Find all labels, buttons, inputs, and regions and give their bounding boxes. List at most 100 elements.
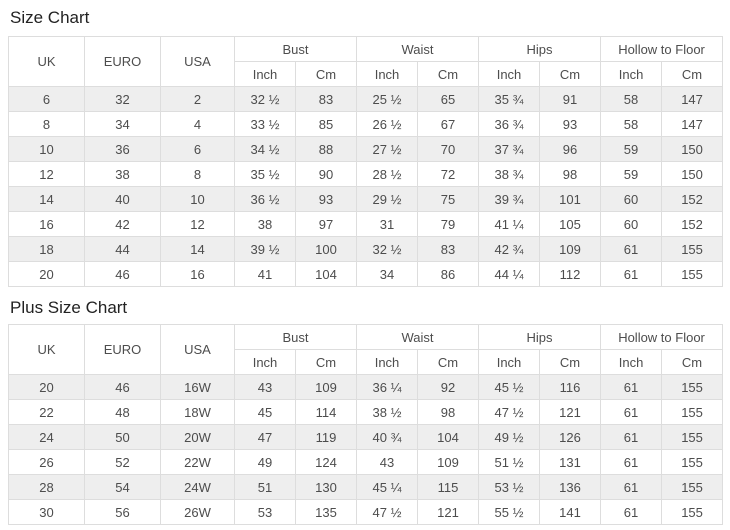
- column-header-usa: USA: [160, 324, 235, 375]
- column-group-hollow-to-floor: Hollow to Floor: [600, 324, 724, 350]
- table-cell: 16W: [160, 374, 235, 400]
- table-cell: 60: [600, 186, 663, 212]
- table-cell: 22: [8, 399, 85, 425]
- table-row: 20 46 16 41 104 34 86 44 ¼ 112 61 155: [8, 261, 724, 287]
- table-row: 20 46 16W 43 109 36 ¼ 92 45 ½ 116 61 155: [8, 374, 724, 400]
- table-cell: 26: [8, 449, 85, 475]
- table-cell: 14: [160, 236, 235, 262]
- size-chart-body: 6 32 2 32 ½ 83 25 ½ 65 35 ¾ 91 58 147 8 34 4 33 ½ 85 26 …: [8, 86, 724, 287]
- table-cell: 53: [234, 499, 296, 525]
- subcolumn-hips-inch: Inch: [478, 349, 541, 375]
- table-cell: 53 ½: [478, 474, 541, 500]
- table-cell: 26W: [160, 499, 235, 525]
- table-cell: 22W: [160, 449, 235, 475]
- table-cell: 37 ¾: [478, 136, 541, 162]
- table-cell: 43: [356, 449, 419, 475]
- table-cell: 130: [294, 474, 358, 500]
- plus-size-chart-title: Plus Size Chart: [10, 298, 128, 317]
- table-cell: 28 ½: [356, 161, 419, 187]
- table-cell: 115: [417, 474, 480, 500]
- table-cell: 114: [294, 399, 358, 425]
- table-cell: 36: [84, 136, 161, 162]
- table-cell: 147: [661, 111, 724, 137]
- table-cell: 72: [417, 161, 480, 187]
- table-cell: 104: [417, 424, 480, 450]
- table-row: 10 36 6 34 ½ 88 27 ½ 70 37 ¾ 96 59 150: [8, 136, 724, 162]
- table-row: 28 54 24W 51 130 45 ¼ 115 53 ½ 136 61 155: [8, 474, 724, 500]
- table-cell: 85: [294, 111, 358, 137]
- table-cell: 39 ½: [234, 236, 296, 262]
- subcolumn-hips-inch: Inch: [478, 61, 541, 87]
- table-cell: 93: [539, 111, 602, 137]
- table-cell: 150: [661, 161, 724, 187]
- table-cell: 86: [417, 261, 480, 287]
- table-cell: 46: [84, 374, 161, 400]
- table-cell: 67: [417, 111, 480, 137]
- subcolumn-waist-inch: Inch: [356, 61, 419, 87]
- table-cell: 147: [661, 86, 724, 112]
- table-cell: 59: [600, 161, 663, 187]
- table-cell: 100: [294, 236, 358, 262]
- table-cell: 109: [417, 449, 480, 475]
- table-cell: 47: [234, 424, 296, 450]
- table-cell: 43: [234, 374, 296, 400]
- column-group-bust: Bust: [233, 324, 358, 350]
- table-cell: 28: [8, 474, 85, 500]
- size-chart-title: Size Chart: [10, 8, 90, 27]
- table-cell: 35 ¾: [478, 86, 541, 112]
- column-group-hips: Hips: [478, 324, 602, 350]
- table-cell: 41: [234, 261, 296, 287]
- table-cell: 116: [539, 374, 602, 400]
- table-cell: 20: [8, 374, 85, 400]
- table-cell: 36 ¼: [356, 374, 419, 400]
- table-cell: 91: [539, 86, 602, 112]
- table-cell: 10: [8, 136, 85, 162]
- table-row: 18 44 14 39 ½ 100 32 ½ 83 42 ¾ 109 61 155: [8, 236, 724, 262]
- table-cell: 48: [84, 399, 161, 425]
- table-cell: 70: [417, 136, 480, 162]
- table-cell: 39 ¾: [478, 186, 541, 212]
- table-cell: 27 ½: [356, 136, 419, 162]
- table-cell: 34: [84, 111, 161, 137]
- table-cell: 101: [539, 186, 602, 212]
- table-cell: 6: [160, 136, 235, 162]
- table-cell: 33 ½: [234, 111, 296, 137]
- plus-size-chart-body: 20 46 16W 43 109 36 ¼ 92 45 ½ 116 61 155 22 48 18W 45 1…: [8, 374, 724, 525]
- size-chart-table: UK EURO USA Bust Waist Hips Hollow to Fl…: [8, 36, 724, 287]
- table-cell: 88: [294, 136, 358, 162]
- subcolumn-hollow-inch: Inch: [600, 61, 663, 87]
- table-cell: 24W: [160, 474, 235, 500]
- table-cell: 75: [417, 186, 480, 212]
- table-cell: 155: [661, 424, 724, 450]
- table-cell: 121: [417, 499, 480, 525]
- table-cell: 109: [294, 374, 358, 400]
- subcolumn-waist-cm: Cm: [417, 61, 480, 87]
- column-group-hollow-to-floor: Hollow to Floor: [600, 36, 724, 62]
- subcolumn-hips-cm: Cm: [539, 349, 602, 375]
- table-cell: 31: [356, 211, 419, 237]
- table-cell: 65: [417, 86, 480, 112]
- table-cell: 124: [294, 449, 358, 475]
- table-cell: 45 ¼: [356, 474, 419, 500]
- table-cell: 105: [539, 211, 602, 237]
- size-chart-header: UK EURO USA Bust Waist Hips Hollow to Fl…: [8, 36, 724, 87]
- table-cell: 155: [661, 449, 724, 475]
- table-cell: 55 ½: [478, 499, 541, 525]
- table-cell: 50: [84, 424, 161, 450]
- table-cell: 40 ¾: [356, 424, 419, 450]
- table-cell: 2: [160, 86, 235, 112]
- table-cell: 8: [8, 111, 85, 137]
- table-cell: 96: [539, 136, 602, 162]
- table-cell: 61: [600, 499, 663, 525]
- table-cell: 45 ½: [478, 374, 541, 400]
- table-row: 22 48 18W 45 114 38 ½ 98 47 ½ 121 61 155: [8, 399, 724, 425]
- table-cell: 79: [417, 211, 480, 237]
- table-cell: 12: [8, 161, 85, 187]
- table-cell: 42: [84, 211, 161, 237]
- table-cell: 98: [539, 161, 602, 187]
- column-header-euro: EURO: [84, 36, 161, 87]
- table-cell: 98: [417, 399, 480, 425]
- table-cell: 58: [600, 111, 663, 137]
- table-cell: 141: [539, 499, 602, 525]
- column-group-hips: Hips: [478, 36, 602, 62]
